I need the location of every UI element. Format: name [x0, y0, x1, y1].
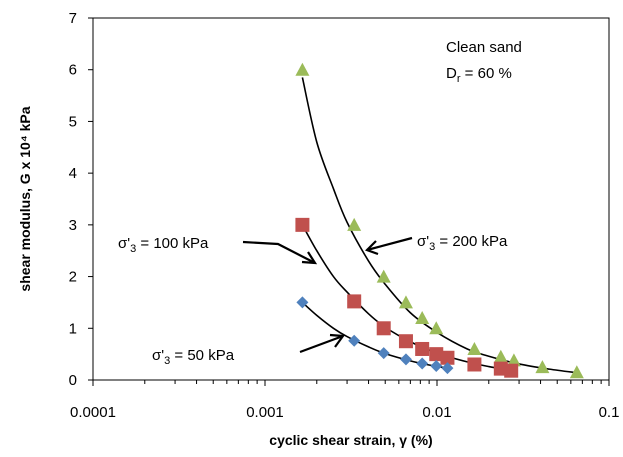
x-tick-label: 0.1 — [599, 404, 620, 421]
triangle-point — [569, 365, 584, 379]
data-points — [295, 62, 584, 379]
x-tick-label: 0.0001 — [70, 404, 116, 421]
label-200-main: σ' — [417, 233, 429, 250]
arrow-200 — [365, 236, 413, 256]
label-50-sub: 3 — [164, 355, 170, 367]
square-point — [398, 334, 413, 349]
label-50-rest: = 50 kPa — [170, 347, 234, 364]
square-point — [376, 321, 391, 336]
square-point — [504, 363, 519, 378]
triangle-point — [398, 295, 413, 309]
arrow-50 — [299, 333, 346, 354]
triangle-point — [347, 217, 362, 231]
label-50-main: σ' — [152, 347, 164, 364]
diamond-point — [441, 362, 454, 375]
triangle-point — [506, 353, 521, 367]
square-point — [415, 341, 430, 356]
square-point — [429, 347, 444, 362]
triangle-point — [376, 269, 391, 283]
dr-sub: r — [457, 73, 461, 85]
diamond-point — [348, 334, 361, 347]
y-axis-title: shear modulus, G x 10⁴ kPa — [17, 106, 33, 291]
diamond-point — [416, 357, 429, 370]
label-100-rest: = 100 kPa — [136, 235, 209, 252]
diamond-point — [399, 353, 412, 366]
triangle-point — [429, 321, 444, 335]
triangle-point — [415, 310, 430, 324]
y-tick-label: 1 — [69, 320, 77, 337]
dr-rest: = 60 % — [461, 65, 512, 82]
x-tick-label: 0.001 — [246, 404, 284, 421]
label-sigma-50: σ'3 = 50 kPa — [152, 347, 235, 367]
y-tick-label: 0 — [69, 372, 77, 389]
y-tick-label: 5 — [69, 113, 77, 130]
label-200-rest: = 200 kPa — [435, 233, 508, 250]
diamond-point — [296, 296, 309, 309]
y-tick-label: 3 — [69, 217, 77, 234]
triangle-point — [493, 349, 508, 363]
square-point — [440, 350, 455, 365]
plot-area — [92, 17, 610, 381]
label-100-main: σ' — [118, 235, 130, 252]
material-label-line2: Dr = 60 % — [446, 65, 512, 85]
x-axis-title: cyclic shear strain, γ (%) — [269, 432, 432, 448]
square-point — [295, 217, 310, 232]
annotations: Clean sand Dr = 60 % σ'3 = 200 kPa σ'3 =… — [118, 39, 522, 367]
diamond-point — [430, 360, 443, 373]
material-label-line1: Clean sand — [446, 39, 522, 56]
triangle-point — [295, 62, 310, 76]
axes: 0 1 2 3 4 5 6 7 0.0001 0.001 0.01 0.1 — [69, 10, 620, 421]
y-tick-label: 7 — [69, 10, 77, 27]
y-tick-label: 6 — [69, 62, 77, 79]
y-tick-label: 4 — [69, 165, 77, 182]
y-tick-label: 2 — [69, 269, 77, 286]
triangle-point — [535, 360, 550, 374]
label-200-sub: 3 — [429, 241, 435, 253]
square-point — [467, 357, 482, 372]
label-sigma-100: σ'3 = 100 kPa — [118, 235, 209, 255]
label-100-sub: 3 — [130, 243, 136, 255]
diamond-point — [377, 347, 390, 360]
label-sigma-200: σ'3 = 200 kPa — [417, 233, 508, 253]
triangle-point — [467, 341, 482, 355]
arrow-100 — [242, 240, 318, 265]
x-tick-label: 0.01 — [422, 404, 451, 421]
square-point — [347, 294, 362, 309]
dr-main: D — [446, 65, 457, 82]
